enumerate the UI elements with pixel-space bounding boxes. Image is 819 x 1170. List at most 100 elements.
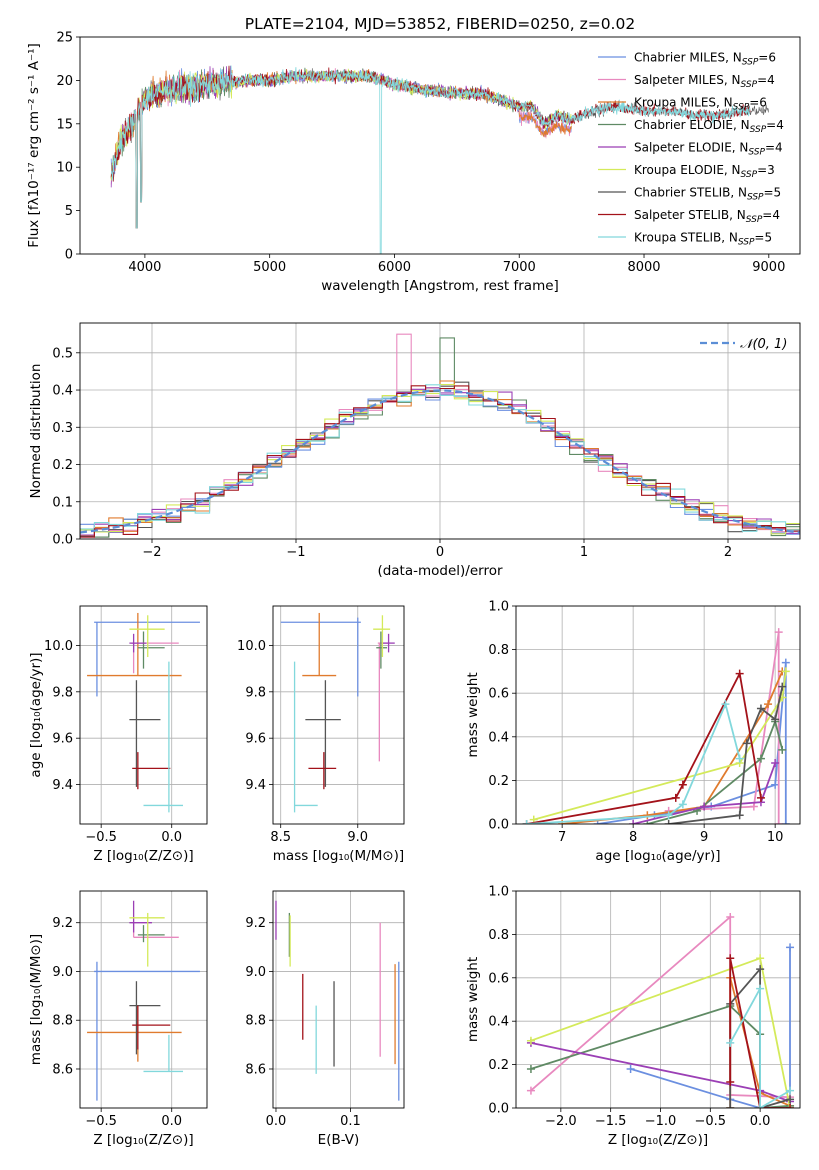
histogram-step <box>80 385 800 538</box>
x-axis-label: mass [log₁₀(M/M⊙)] <box>273 848 404 864</box>
plus-marker <box>735 669 744 678</box>
ticks-residuals: −2 −1 0 1 2 0.0 0.1 0.2 0.3 0.4 0.5 <box>52 346 732 560</box>
errorbar-point <box>132 1005 171 1050</box>
mass-weight-line <box>729 988 791 1108</box>
x-tick-label: 0.0 <box>750 1114 771 1129</box>
plot-area-age_vs_mass <box>273 606 404 824</box>
y-tick-label: 0.8 <box>488 928 509 943</box>
errorbar-point <box>377 642 389 762</box>
y-tick-label: 0.5 <box>52 346 73 361</box>
plus-marker <box>778 682 787 691</box>
plot-area-mass_weight_vs_Z <box>516 891 800 1108</box>
axes-frame <box>272 890 405 1109</box>
legend-label: Chabrier ELODIE, NSSP=4 <box>634 118 784 135</box>
legend-label: Kroupa MILES, NSSP=6 <box>634 96 767 113</box>
legend-label: Kroupa STELIB, NSSP=5 <box>634 231 772 248</box>
x-tick-label: 7000 <box>503 260 536 275</box>
errorbar-point <box>143 1034 184 1073</box>
x-tick-label: 9000 <box>752 260 785 275</box>
plus-marker <box>522 820 531 824</box>
y-tick-label: 9.8 <box>245 685 266 700</box>
plot-area-age_vs_Z <box>80 606 207 824</box>
legend-series-name: Chabrier MILES, N <box>634 51 742 65</box>
plus-marker <box>678 800 687 809</box>
x-tick-label: 0.0 <box>161 830 182 845</box>
legend-nssp: =5 <box>764 186 782 200</box>
x-axis-label: E(B-V) <box>318 1132 360 1148</box>
mass-weight-line <box>729 958 790 1108</box>
errorbar-point <box>280 617 361 697</box>
x-tick-label: −2 <box>142 545 161 560</box>
plot-area-mass_vs_Z <box>80 891 207 1108</box>
y-tick-label: 0.2 <box>488 774 509 789</box>
x-axis-label: wavelength [Angstrom, rest frame] <box>321 278 559 294</box>
plus-marker <box>735 811 744 820</box>
y-tick-label: 9.4 <box>245 778 266 793</box>
legend-subscript: SSP <box>741 170 758 180</box>
y-tick-label: 10.0 <box>44 639 73 654</box>
plus-marker <box>664 820 673 824</box>
ticks-mass_weight_vs_Z: −2.0 −1.5 −1.0 −0.5 0.0 0.0 0.2 0.4 0.6 0.8 1.0 <box>488 885 770 1130</box>
plus-marker <box>786 1104 795 1108</box>
y-tick-label: 1.0 <box>488 885 509 900</box>
plus-marker <box>700 802 709 811</box>
ticks-mass_vs_Z: −0.5 0.0 8.6 8.8 9.0 9.2 <box>52 916 182 1129</box>
legend-subscript: SSP <box>746 215 763 225</box>
ticks-spectrum: 4000 5000 6000 7000 8000 9000 0 5 10 15 20 25 <box>56 31 785 276</box>
x-tick-label: −0.5 <box>695 1114 727 1129</box>
legend-series-name: Salpeter STELIB, N <box>634 208 746 222</box>
x-tick-label: 0.0 <box>161 1114 182 1129</box>
normal-reference-curve <box>80 389 800 534</box>
plus-marker <box>726 1038 735 1047</box>
legend-nssp: =4 <box>765 141 783 155</box>
panel-residuals: −2 −1 0 1 2 0.0 0.1 0.2 0.3 0.4 0.5 (data-model)/er… <box>28 322 801 579</box>
panel-mass_weight_vs_age: 7 8 9 10 0.0 0.2 0.4 0.6 0.8 1.0 age [log₁₀(age/yr… <box>465 600 801 864</box>
axes-frame <box>79 36 801 255</box>
plot-area-residuals <box>80 323 800 539</box>
plus-marker <box>756 754 765 763</box>
plus-marker <box>726 954 735 963</box>
mass-weight-line <box>630 947 791 1108</box>
x-tick-label: 2 <box>724 545 732 560</box>
plus-marker <box>774 820 783 824</box>
x-axis-label: (data-model)/error <box>377 563 503 579</box>
legend-nssp: =4 <box>766 118 784 132</box>
plus-marker <box>774 628 783 637</box>
axes-frame <box>515 890 801 1109</box>
errorbar-point <box>129 900 152 933</box>
legend-subscript: SSP <box>733 103 750 113</box>
figure-title: PLATE=2104, MJD=53852, FIBERID=0250, z=0… <box>245 15 635 33</box>
plot-area-mass_vs_ebv <box>273 891 404 1108</box>
y-tick-label: 9.4 <box>52 778 73 793</box>
errorbar-point <box>94 961 200 1101</box>
plus-marker <box>742 739 751 748</box>
y-axis-label: mass weight <box>465 672 481 757</box>
legend-series-name: Salpeter ELODIE, N <box>634 141 748 155</box>
y-tick-label: 1.0 <box>488 600 509 615</box>
y-tick-label: 0.2 <box>52 458 73 473</box>
errorbar-point <box>302 612 337 677</box>
plus-marker <box>735 754 744 763</box>
y-tick-label: 9.2 <box>245 916 266 931</box>
legend-subscript: SSP <box>748 148 765 158</box>
x-tick-label: 8.5 <box>270 830 291 845</box>
legend-series-name: Salpeter MILES, N <box>634 73 741 87</box>
ticks-age_vs_Z: −0.5 0.0 9.4 9.6 9.8 10.0 <box>44 639 182 845</box>
plus-marker <box>781 820 790 824</box>
errorbar-point <box>129 912 165 967</box>
x-axis-label: Z [log₁₀(Z/Z⊙)] <box>608 1132 708 1148</box>
ticks-mass_vs_ebv: 0.0 0.1 8.6 8.8 9.0 9.2 <box>245 916 360 1129</box>
legend-label: Chabrier MILES, NSSP=6 <box>634 51 776 68</box>
legend-label: 𝒩(0, 1) <box>740 337 787 352</box>
x-tick-label: 0 <box>436 545 444 560</box>
errorbar-point <box>373 615 391 658</box>
y-tick-label: 0.8 <box>488 643 509 658</box>
panel-mass_weight_vs_Z: −2.0 −1.5 −1.0 −0.5 0.0 0.0 0.2 0.4 0.6 0.8 1.0 Z [… <box>465 885 801 1148</box>
panel-age_vs_Z: −0.5 0.0 9.4 9.6 9.8 10.0 Z [log₁₀(Z/Z⊙)] age [… <box>28 605 208 864</box>
histogram-step <box>80 393 800 535</box>
plus-marker <box>721 700 730 709</box>
legend-label: Salpeter MILES, NSSP=4 <box>634 73 775 90</box>
plus-marker <box>726 913 735 922</box>
plus-marker <box>756 704 765 713</box>
legend-nssp: =6 <box>758 51 776 65</box>
